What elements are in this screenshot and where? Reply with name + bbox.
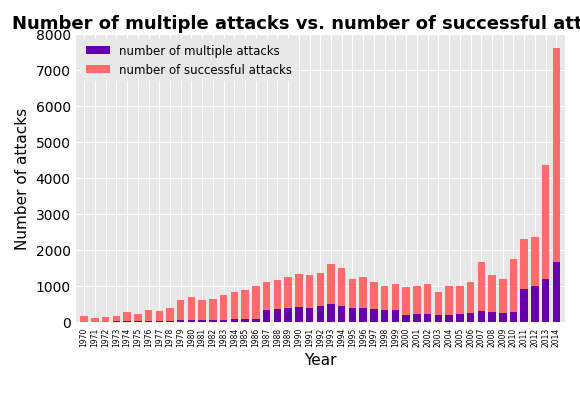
Bar: [113, 316, 120, 322]
Y-axis label: Number of attacks: Number of attacks: [15, 107, 30, 249]
Bar: [392, 310, 399, 322]
Bar: [284, 308, 292, 322]
Bar: [252, 319, 260, 322]
Bar: [306, 275, 313, 322]
Bar: [317, 307, 324, 322]
Bar: [295, 275, 303, 322]
Bar: [488, 275, 496, 322]
Bar: [434, 292, 442, 322]
Bar: [231, 320, 238, 322]
Bar: [102, 318, 110, 322]
Bar: [488, 312, 496, 322]
Bar: [166, 309, 174, 322]
Bar: [456, 314, 463, 322]
Bar: [403, 315, 410, 322]
Bar: [124, 312, 131, 322]
Bar: [349, 309, 356, 322]
Bar: [434, 316, 442, 322]
Bar: [338, 268, 346, 322]
Bar: [252, 286, 260, 322]
Bar: [263, 311, 270, 322]
Bar: [263, 282, 270, 322]
Bar: [381, 311, 389, 322]
Title: Number of multiple attacks vs. number of successful attacks: Number of multiple attacks vs. number of…: [12, 15, 580, 33]
Bar: [327, 265, 335, 322]
Bar: [531, 286, 539, 322]
Bar: [81, 316, 88, 322]
Bar: [284, 277, 292, 322]
Bar: [306, 308, 313, 322]
Bar: [198, 300, 206, 322]
Bar: [477, 311, 485, 322]
Bar: [381, 286, 389, 322]
Bar: [220, 320, 227, 322]
Bar: [520, 240, 528, 322]
Bar: [209, 320, 217, 322]
Bar: [134, 321, 142, 322]
Bar: [274, 310, 281, 322]
Bar: [445, 315, 453, 322]
Bar: [360, 277, 367, 322]
Bar: [403, 287, 410, 322]
Legend: number of multiple attacks, number of successful attacks: number of multiple attacks, number of su…: [81, 40, 297, 82]
Bar: [445, 286, 453, 322]
Bar: [520, 290, 528, 322]
X-axis label: Year: Year: [304, 352, 336, 367]
Bar: [231, 293, 238, 322]
Bar: [413, 286, 420, 322]
Bar: [145, 321, 153, 322]
Bar: [499, 313, 506, 322]
Bar: [360, 309, 367, 322]
Bar: [542, 279, 549, 322]
Bar: [467, 313, 474, 322]
Bar: [220, 295, 227, 322]
Bar: [392, 285, 399, 322]
Bar: [477, 263, 485, 322]
Bar: [241, 319, 249, 322]
Bar: [155, 312, 163, 322]
Bar: [274, 281, 281, 322]
Bar: [553, 49, 560, 322]
Bar: [338, 306, 346, 322]
Bar: [124, 321, 131, 322]
Bar: [510, 312, 517, 322]
Bar: [553, 263, 560, 322]
Bar: [499, 279, 506, 322]
Bar: [295, 307, 303, 322]
Bar: [188, 298, 195, 322]
Bar: [542, 166, 549, 322]
Bar: [241, 290, 249, 322]
Bar: [424, 285, 432, 322]
Bar: [209, 299, 217, 322]
Bar: [166, 321, 174, 322]
Bar: [370, 282, 378, 322]
Bar: [134, 314, 142, 322]
Bar: [317, 273, 324, 322]
Bar: [145, 310, 153, 322]
Bar: [177, 300, 184, 322]
Bar: [413, 314, 420, 322]
Bar: [327, 304, 335, 322]
Bar: [510, 259, 517, 322]
Bar: [177, 320, 184, 322]
Bar: [91, 318, 99, 322]
Bar: [370, 310, 378, 322]
Bar: [188, 320, 195, 322]
Bar: [456, 287, 463, 322]
Bar: [467, 282, 474, 322]
Bar: [198, 320, 206, 322]
Bar: [155, 321, 163, 322]
Bar: [349, 279, 356, 322]
Bar: [424, 314, 432, 322]
Bar: [531, 237, 539, 322]
